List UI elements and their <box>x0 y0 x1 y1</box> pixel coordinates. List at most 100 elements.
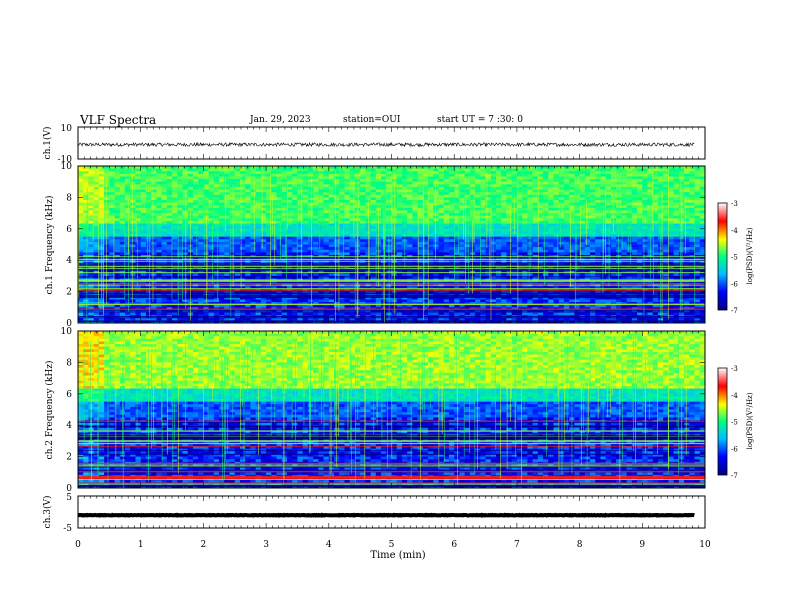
spectrogram-cell <box>177 304 183 308</box>
spectrogram-cell <box>381 296 387 300</box>
spectrogram-cell <box>93 226 100 230</box>
spectrogram-cell <box>213 247 220 251</box>
spectrogram-cell <box>297 197 304 201</box>
spectrogram-cell <box>480 228 486 232</box>
spectrogram-cell <box>360 213 366 217</box>
spectrogram-cell <box>307 312 314 316</box>
spectrogram-cell <box>339 304 345 308</box>
spectrogram-cell <box>443 173 450 177</box>
spectrogram-cell <box>407 176 413 180</box>
spectrogram-cell <box>177 194 183 198</box>
spectrogram-cell <box>292 241 298 245</box>
spectrogram-cell <box>480 220 486 224</box>
spectrogram-cell <box>192 299 199 303</box>
spectrogram-cell <box>114 226 121 230</box>
spectrogram-cell <box>292 223 298 227</box>
spectrogram-cell <box>245 179 251 183</box>
spectrogram-cell <box>328 168 335 172</box>
spectrogram-cell <box>271 186 277 190</box>
spectrogram-cell <box>328 247 335 251</box>
spectrogram-cell <box>125 312 131 316</box>
spectrogram-cell <box>381 189 387 193</box>
spectrogram-cell <box>266 166 272 170</box>
spectrogram-cell <box>239 228 246 232</box>
spectrogram-cell <box>464 173 471 177</box>
spectrogram-cell <box>438 202 445 206</box>
spectrogram-cell <box>365 173 372 177</box>
spectrogram-cell <box>78 215 84 219</box>
spectrogram-cell <box>490 189 497 193</box>
spectrogram-cell <box>412 299 419 303</box>
spectrogram-cell <box>125 228 131 232</box>
spectrogram-cell <box>469 181 476 185</box>
spectrogram-cell <box>428 202 434 206</box>
spectrogram-cell <box>344 166 351 170</box>
spectrogram-cell <box>88 207 95 211</box>
spectrogram-cell <box>93 210 100 214</box>
spectrogram-cell <box>182 189 189 193</box>
spectrogram-cell <box>109 296 115 300</box>
spectrogram-cell <box>443 252 450 256</box>
spectrogram-cell <box>192 184 199 188</box>
spectrogram-cell <box>245 281 251 285</box>
spectrogram-cell <box>224 205 230 209</box>
spectrogram-cell <box>349 186 356 190</box>
spectrogram-cell <box>172 231 178 235</box>
spectrogram-cell <box>433 192 439 196</box>
spectrogram-cell <box>297 273 304 277</box>
spectrogram-cell <box>307 299 314 303</box>
spectrogram-cell <box>109 181 115 185</box>
spectrogram-cell <box>485 173 492 177</box>
spectrogram-cell <box>93 281 100 285</box>
spectrogram-cell <box>130 213 136 217</box>
spectrogram-cell <box>114 234 121 238</box>
spectrogram-cell <box>203 181 210 185</box>
spectrogram-cell <box>182 202 189 206</box>
spectrogram-cell <box>151 234 157 238</box>
spectrogram-cell <box>417 202 424 206</box>
spectrogram-cell <box>250 249 257 253</box>
spectrogram-cell <box>119 236 126 240</box>
spectrogram-cell <box>156 299 163 303</box>
spectrogram-cell <box>454 200 460 204</box>
spectrogram-cell <box>490 213 497 217</box>
spectrogram-cell <box>428 200 434 204</box>
spectrogram-cell <box>271 194 277 198</box>
spectrogram-cell <box>125 192 131 196</box>
spectrogram-cell <box>255 241 262 245</box>
spectrogram-cell <box>344 181 351 185</box>
spectrogram-cell <box>307 192 314 196</box>
spectrogram-cell <box>344 202 351 206</box>
spectrogram-cell <box>469 213 476 217</box>
spectrogram-cell <box>307 281 314 285</box>
spectrogram-cell <box>407 207 413 211</box>
spectrogram-cell <box>255 179 262 183</box>
spectrogram-cell <box>485 241 492 245</box>
spectrogram-cell <box>93 186 100 190</box>
spectrogram-cell <box>313 304 319 308</box>
spectrogram-cell <box>454 173 460 177</box>
spectrogram-cell <box>396 231 403 235</box>
spectrogram-cell <box>433 197 439 201</box>
spectrogram-cell <box>344 168 351 172</box>
spectrogram-cell <box>454 189 460 193</box>
spectrogram-cell <box>428 247 434 251</box>
spectrogram-cell <box>334 179 340 183</box>
spectrogram-cell <box>135 173 142 177</box>
spectrogram-cell <box>307 317 314 321</box>
spectrogram-cell <box>239 181 246 185</box>
spectrogram-cell <box>297 234 304 238</box>
spectrogram-cell <box>381 249 387 253</box>
spectrogram-cell <box>417 249 424 253</box>
spectrogram-cell <box>156 247 163 251</box>
spectrogram-cell <box>276 304 283 308</box>
spectrogram-cell <box>292 226 298 230</box>
spectrogram-cell <box>443 184 450 188</box>
spectrogram-cell <box>250 207 257 211</box>
spectrogram-cell <box>182 312 189 316</box>
spectrogram-cell <box>151 312 157 316</box>
spectrogram-cell <box>98 304 105 308</box>
spectrogram-cell <box>78 312 84 316</box>
spectrogram-cell <box>93 220 100 224</box>
spectrogram-cell <box>302 244 309 248</box>
